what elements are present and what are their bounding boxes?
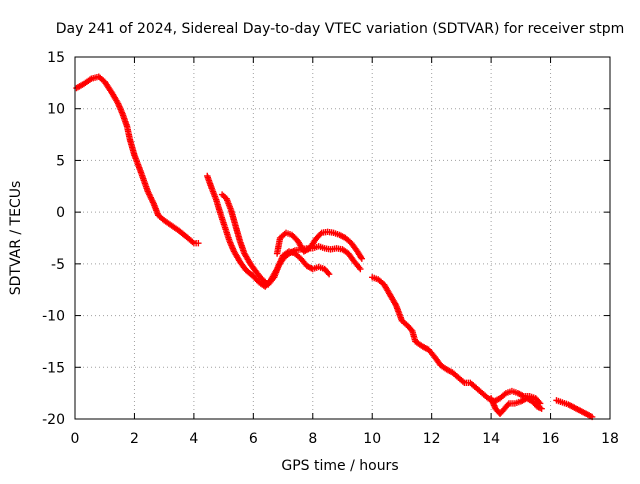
x-tick-label: 12 [423, 431, 441, 447]
series-arc-3 [369, 274, 544, 407]
data-point [504, 401, 512, 408]
y-tick-label: -20 [42, 412, 65, 428]
data-points [73, 73, 596, 421]
y-tick-label: -15 [42, 360, 65, 376]
x-tick-label: 16 [542, 431, 560, 447]
y-tick-label: 10 [47, 102, 65, 118]
x-tick-label: 10 [363, 431, 381, 447]
series-arc-2c [273, 228, 366, 262]
data-point [324, 269, 332, 277]
x-tick-label: 6 [249, 431, 258, 447]
series-arc-2a [204, 172, 333, 290]
grid-lines [75, 57, 610, 419]
x-tick-label: 8 [308, 431, 317, 447]
axis-ticks: 0 2 4 6 8 10 12 14 16 18 -20 -15 -10 -5 0 5 10 15 [42, 50, 619, 447]
series-arc-4 [487, 395, 545, 418]
y-axis-label: SDTVAR / TECUs [8, 181, 24, 296]
data-point [325, 271, 333, 278]
x-tick-label: 18 [601, 431, 619, 447]
data-point [357, 265, 364, 273]
chart-title: Day 241 of 2024, Sidereal Day-to-day VTE… [56, 21, 625, 37]
y-tick-label: -5 [51, 257, 65, 273]
data-point [195, 239, 202, 247]
data-point [538, 405, 545, 412]
y-tick-label: 5 [56, 153, 65, 169]
x-tick-label: 14 [482, 431, 500, 447]
y-tick-label: 0 [56, 205, 65, 221]
data-point [358, 255, 366, 262]
x-tick-label: 2 [130, 431, 139, 447]
x-tick-label: 0 [71, 431, 80, 447]
y-tick-label: -10 [42, 309, 65, 325]
x-tick-label: 4 [189, 431, 198, 447]
plot-border [74, 56, 611, 420]
series-arc-1 [73, 73, 202, 247]
y-tick-label: 15 [47, 50, 65, 66]
series-arc-5 [553, 397, 596, 421]
x-axis-label: GPS time / hours [281, 458, 398, 474]
